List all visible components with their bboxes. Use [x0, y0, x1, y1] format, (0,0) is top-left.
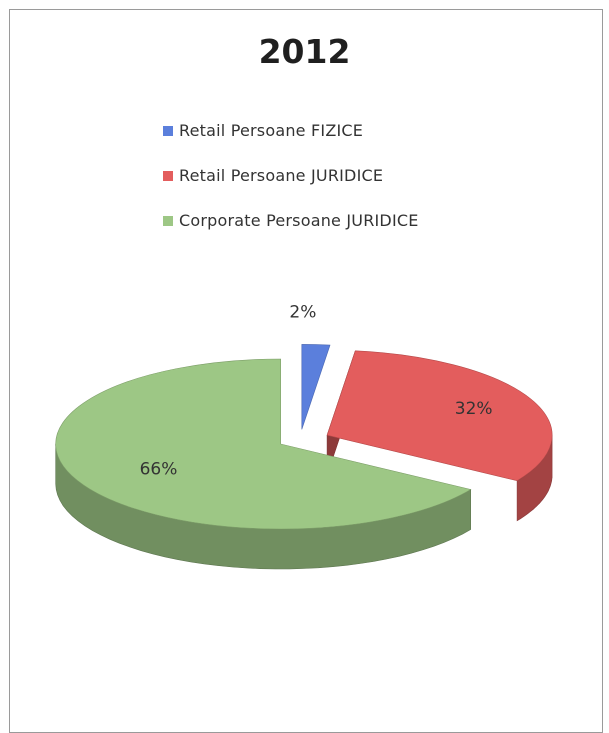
- data-label-retail-persoane-fizice: 2%: [289, 302, 316, 322]
- chart-title: 2012: [258, 32, 351, 71]
- legend-swatch-corporate-juridice: [163, 215, 173, 226]
- data-label-retail-persoane-juridice: 32%: [455, 399, 493, 419]
- legend-label-retail-fizice: Retail Persoane FIZICE: [179, 121, 364, 140]
- legend-item-corporate-juridice: Corporate Persoane JURIDICE: [163, 198, 419, 243]
- pie-slice-corporate-persoane-juridice: [55, 358, 472, 530]
- legend-label-corporate-juridice: Corporate Persoane JURIDICE: [179, 211, 419, 230]
- pie-tops-group: [55, 344, 553, 530]
- legend-swatch-retail-juridice: [163, 170, 173, 181]
- pie-slice-retail-persoane-fizice: [301, 344, 331, 430]
- chart-legend: Retail Persoane FIZICE Retail Persoane J…: [163, 108, 419, 243]
- legend-swatch-retail-fizice: [163, 125, 173, 136]
- data-label-corporate-persoane-juridice: 66%: [140, 459, 178, 479]
- pie-slice-retail-persoane-juridice: [326, 350, 553, 482]
- legend-item-retail-juridice: Retail Persoane JURIDICE: [163, 153, 419, 198]
- legend-item-retail-fizice: Retail Persoane FIZICE: [163, 108, 419, 153]
- legend-label-retail-juridice: Retail Persoane JURIDICE: [179, 166, 384, 185]
- pie-labels-group: 2% 32% 66%: [140, 302, 493, 479]
